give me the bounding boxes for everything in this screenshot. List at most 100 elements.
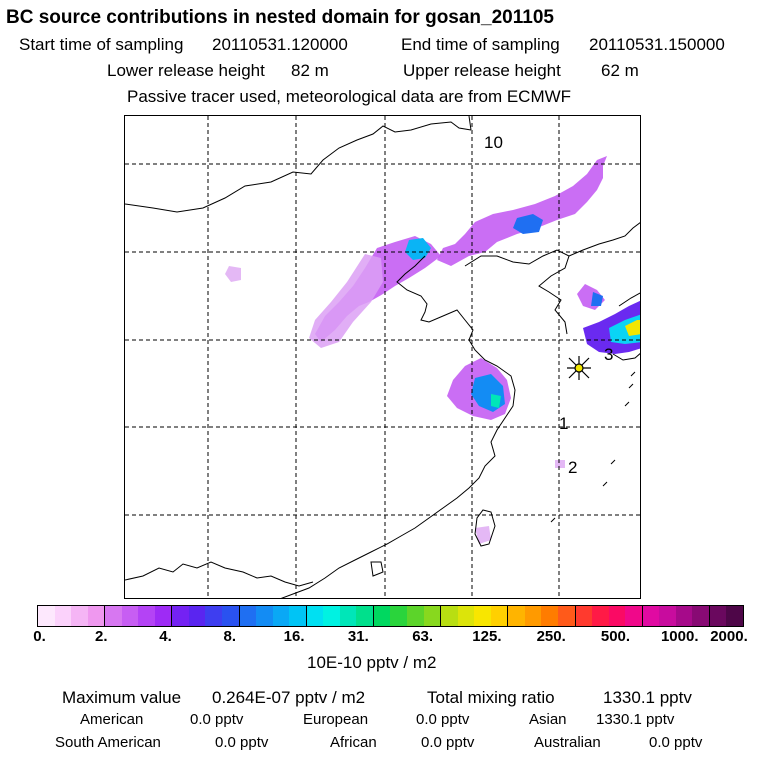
model-note: Passive tracer used, meteorological data…	[127, 87, 572, 106]
contrib-european-value: 0.0 pptv	[416, 711, 470, 728]
northeast-border-line	[468, 116, 472, 131]
colorbar-segment	[222, 606, 240, 626]
colorbar-segment	[390, 606, 408, 626]
upper-height-value: 62 m	[601, 61, 639, 80]
colorbar-segment	[323, 606, 340, 626]
korea-peninsula	[568, 222, 640, 257]
colorbar-segment	[71, 606, 88, 626]
colorbar	[37, 605, 744, 627]
colorbar-segment	[675, 606, 693, 626]
plume-region-northeast	[437, 156, 607, 266]
lower-height-value: 82 m	[291, 61, 329, 80]
colorbar-segment	[659, 606, 676, 626]
plot-title: BC source contributions in nested domain…	[6, 7, 554, 28]
colorbar-segment	[490, 606, 509, 626]
colorbar-segment	[87, 606, 106, 626]
plume-region-south-spot	[555, 460, 565, 468]
colorbar-segment	[54, 606, 72, 626]
total-mixing-value: 1330.1 pptv	[603, 688, 692, 707]
colorbar-tick-label: 125.	[472, 628, 502, 645]
colorbar-segment	[726, 606, 743, 626]
colorbar-segment	[138, 606, 155, 626]
colorbar-tick-label: 250.	[536, 628, 566, 645]
hainan-outline	[370, 561, 384, 577]
colorbar-tick-label: 16.	[283, 628, 305, 645]
colorbar-segment	[642, 606, 660, 626]
region-label-10: 10	[484, 133, 503, 152]
colorbar-tick-label: 0.	[33, 628, 46, 645]
colorbar-segment	[289, 606, 307, 626]
contrib-asian-name: Asian	[529, 711, 567, 728]
south-japan-coast	[612, 353, 640, 361]
contrib-australian-name: Australian	[534, 734, 601, 751]
max-value-label: Maximum value	[62, 688, 182, 707]
start-time-label: Start time of sampling	[19, 35, 184, 54]
colorbar-segment	[508, 606, 525, 626]
colorbar-segment	[575, 606, 593, 626]
contrib-asian-value: 1330.1 pptv	[596, 711, 675, 728]
colorbar-segment	[256, 606, 273, 626]
colorbar-segment	[441, 606, 458, 626]
plume-region-japan-hotspot	[625, 320, 640, 336]
region-label-1: 1	[559, 414, 569, 433]
colorbar-segment	[105, 606, 122, 626]
plume-region-isolated	[225, 266, 241, 282]
contrib-american-name: American	[80, 711, 144, 728]
colorbar-tick-label: 31.	[347, 628, 369, 645]
lower-height-label: Lower release height	[107, 61, 265, 80]
colorbar-segment	[474, 606, 491, 626]
southwest-border-line	[125, 561, 314, 587]
region-label-3: 3	[604, 345, 614, 364]
colorbar-segment	[239, 606, 257, 626]
colorbar-tick-label: 2000.	[710, 628, 748, 645]
map-canvas	[125, 116, 640, 598]
colorbar-tick-label: 63.	[412, 628, 434, 645]
contrib-european-name: European	[303, 711, 369, 728]
colorbar-segment	[188, 606, 206, 626]
plume-region-north-core	[405, 238, 431, 260]
plume-region-taiwan	[475, 526, 491, 544]
colorbar-segment	[172, 606, 189, 626]
contrib-south-american-name: South American	[55, 734, 161, 751]
plume-region-yangtze-hotspot	[491, 394, 501, 408]
contrib-african-value: 0.0 pptv	[421, 734, 475, 751]
colorbar-segment	[557, 606, 576, 626]
colorbar-segment	[692, 606, 710, 626]
colorbar-tick-label: 4.	[159, 628, 172, 645]
northern-border-line	[125, 121, 472, 213]
coastline-layer	[125, 116, 640, 598]
colorbar-segment	[373, 606, 391, 626]
colorbar-segment	[592, 606, 609, 626]
colorbar-segment	[306, 606, 324, 626]
latlon-grid	[125, 116, 640, 598]
region-label-2: 2	[568, 458, 578, 477]
map-panel: 10 3 1 2	[124, 115, 641, 599]
colorbar-segment	[457, 606, 475, 626]
colorbar-tick-label: 8.	[223, 628, 237, 645]
china-coastline	[280, 255, 516, 598]
contrib-american-value: 0.0 pptv	[190, 711, 244, 728]
colorbar-segment	[356, 606, 374, 626]
colorbar-unit: 10E-10 pptv / m2	[307, 653, 437, 672]
end-time-value: 20110531.150000	[589, 35, 725, 54]
colorbar-segment	[272, 606, 290, 626]
contrib-south-american-value: 0.0 pptv	[215, 734, 269, 751]
release-site-marker[interactable]	[567, 356, 591, 380]
total-mixing-label: Total mixing ratio	[427, 688, 555, 707]
colorbar-segment	[709, 606, 727, 626]
colorbar-tick-label: 2.	[95, 628, 108, 645]
island-chain	[550, 371, 636, 523]
colorbar-segment	[541, 606, 558, 626]
colorbar-tick-label: 1000.	[660, 628, 699, 645]
upper-height-label: Upper release height	[403, 61, 561, 80]
colorbar-segment	[38, 606, 55, 626]
colorbar-segment	[625, 606, 643, 626]
plume-region-northeast-core	[513, 214, 543, 234]
plume-region-mongolia	[309, 254, 383, 348]
colorbar-tick-label: 500.	[600, 628, 631, 645]
max-value: 0.264E-07 pptv / m2	[212, 688, 366, 707]
plume-region-japan-core	[609, 314, 640, 344]
contrib-african-name: African	[330, 734, 377, 751]
start-time-value: 20110531.120000	[212, 35, 348, 54]
colorbar-segment	[407, 606, 424, 626]
